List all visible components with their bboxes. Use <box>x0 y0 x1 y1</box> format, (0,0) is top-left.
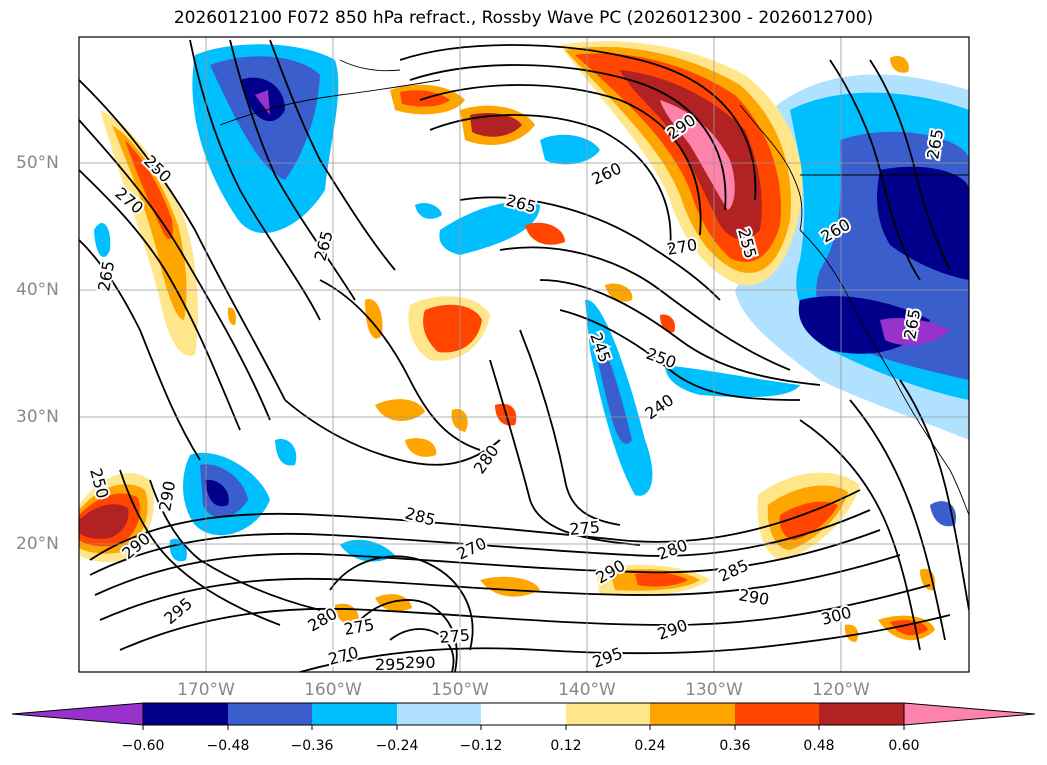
lat-label: 40°N <box>16 280 59 300</box>
lon-label: 130°W <box>685 680 743 700</box>
anomaly-fill-layer <box>79 39 969 672</box>
lon-label: 150°W <box>431 680 489 700</box>
pos-anomaly-region <box>79 504 129 539</box>
contour-label: 270 <box>454 533 490 563</box>
contour-label: 280 <box>655 535 690 563</box>
pos-anomaly-region <box>890 55 909 73</box>
colorbar-extend-max <box>903 702 1036 726</box>
contour-label: 285 <box>403 504 437 530</box>
pos-anomaly-region <box>227 307 237 326</box>
contour-label: 290 <box>737 585 770 609</box>
colorbar-tick-label: −0.48 <box>206 738 250 754</box>
contour-label: 290 <box>155 479 179 512</box>
colorbar-tick-label: 0.36 <box>719 738 751 754</box>
neg-anomaly-region <box>415 203 442 219</box>
neg-anomaly-region <box>94 222 111 258</box>
neg-anomaly-region <box>595 339 632 444</box>
colorbar-segment <box>566 703 650 725</box>
neg-anomaly-region <box>665 365 800 398</box>
colorbar-segment <box>143 703 228 725</box>
map-title: 2026012100 F072 850 hPa refract., Rossby… <box>173 8 874 28</box>
pos-anomaly-region <box>779 501 838 540</box>
pos-anomaly-region <box>125 140 173 240</box>
colorbar-tick-label: 0.48 <box>803 738 835 754</box>
neg-anomaly-region <box>255 90 270 115</box>
contour-label: 295 <box>590 643 625 671</box>
contour-label: 265 <box>94 259 118 292</box>
pos-anomaly-region <box>375 594 412 612</box>
contour-label: 285 <box>716 555 752 585</box>
pos-anomaly-region <box>605 283 633 302</box>
pos-anomaly-region <box>112 125 187 320</box>
neg-anomaly-region <box>439 201 540 255</box>
contour-lines <box>79 39 969 672</box>
pos-anomaly-region <box>375 399 425 422</box>
pos-anomaly-region <box>405 438 437 457</box>
colorbar-segment <box>819 703 904 725</box>
contour-label: 290 <box>405 653 436 672</box>
contour-label: 290 <box>655 615 690 643</box>
neg-anomaly-region <box>275 439 297 466</box>
lon-label: 140°W <box>558 680 616 700</box>
pos-anomaly-region <box>844 624 859 642</box>
colorbar-tick-label: −0.24 <box>375 738 419 754</box>
neg-anomaly-region <box>205 479 229 507</box>
colorbar <box>11 702 1036 730</box>
neg-anomaly-region <box>540 134 600 165</box>
contour-label: 295 <box>375 655 406 674</box>
colorbar-segment <box>397 703 481 725</box>
pos-anomaly-region <box>660 314 676 333</box>
gridlines <box>79 37 969 672</box>
colorbar-tick-label: −0.12 <box>459 738 503 754</box>
neg-anomaly-region <box>880 318 950 346</box>
colorbar-segment <box>650 703 735 725</box>
pos-anomaly-region <box>525 222 565 245</box>
pos-anomaly-region <box>890 620 928 636</box>
contour-label: 275 <box>569 517 601 539</box>
contour-label: 275 <box>342 615 375 639</box>
colorbar-tick-label: 0.60 <box>888 738 920 754</box>
neg-anomaly-region <box>169 538 187 562</box>
colorbar-tick-label: 0.24 <box>634 738 666 754</box>
pos-anomaly-region <box>635 572 688 587</box>
pos-anomaly-region <box>480 576 540 597</box>
colorbar-tick-label: 0.12 <box>550 738 582 754</box>
lat-label: 30°N <box>16 407 59 427</box>
colorbar-segment <box>735 703 819 725</box>
lat-label: 50°N <box>16 153 59 173</box>
contour-label: 270 <box>326 643 360 669</box>
colorbar-segment <box>481 703 566 725</box>
colorbar-segment <box>228 703 312 725</box>
lon-label: 170°W <box>177 680 235 700</box>
contour-label: 265 <box>923 127 947 160</box>
lon-label: 120°W <box>812 680 870 700</box>
neg-anomaly-region <box>877 166 969 280</box>
contour-label: 280 <box>470 441 503 477</box>
lat-label: 20°N <box>16 534 59 554</box>
coastlines <box>219 59 969 516</box>
contour-label: 250 <box>644 344 679 372</box>
contour-label: 275 <box>439 625 471 647</box>
contour-label: 295 <box>160 594 196 628</box>
colorbar-segment <box>312 703 397 725</box>
contour-label: 270 <box>665 235 698 259</box>
map-frame <box>78 36 970 673</box>
lon-label: 160°W <box>304 680 362 700</box>
contour-label: 240 <box>641 390 677 423</box>
pos-anomaly-region <box>660 100 735 210</box>
pos-anomaly-region <box>423 304 482 353</box>
colorbar-extend-min <box>11 702 144 726</box>
colorbar-tick-label: −0.36 <box>290 738 334 754</box>
colorbar-tick-label: −0.60 <box>121 738 165 754</box>
pos-anomaly-region <box>470 113 522 137</box>
